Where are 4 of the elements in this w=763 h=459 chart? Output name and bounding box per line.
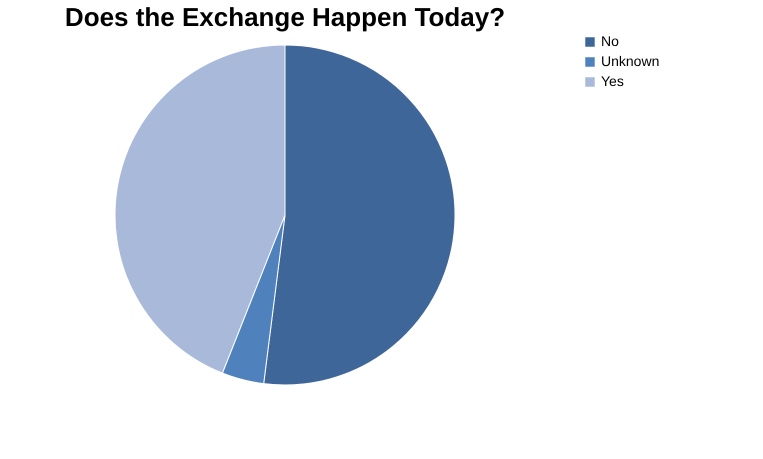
legend-label: No — [601, 33, 620, 49]
legend-label: Unknown — [601, 53, 660, 69]
chart-title: Does the Exchange Happen Today? — [64, 2, 506, 32]
legend-label: Yes — [601, 73, 624, 89]
